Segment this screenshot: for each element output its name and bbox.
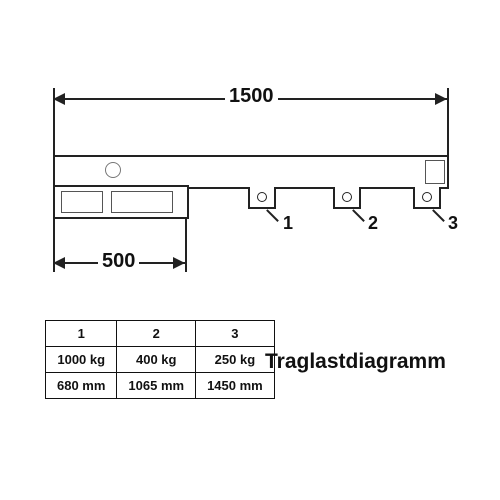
- dim-label-total: 1500: [225, 85, 278, 108]
- dim-arrow-total-right: [435, 93, 447, 105]
- pivot-circle: [105, 162, 121, 178]
- mount-hole: [342, 192, 352, 202]
- mount-3: [413, 187, 441, 209]
- dim-label-span: 500: [98, 250, 139, 273]
- table-header: 2: [117, 321, 196, 347]
- table-cell: 1065 mm: [117, 373, 196, 399]
- boom-base: [53, 185, 189, 219]
- leader-3: [432, 209, 444, 221]
- point-label-3: 3: [448, 213, 458, 234]
- table-cell: 680 mm: [46, 373, 117, 399]
- point-label-1: 1: [283, 213, 293, 234]
- load-table: 1 2 3 1000 kg 400 kg 250 kg 680 mm 1065 …: [45, 320, 275, 399]
- dim-arrow-total-left: [53, 93, 65, 105]
- table-cell: 400 kg: [117, 347, 196, 373]
- diagram-title: Traglastdiagramm: [265, 350, 446, 374]
- leader-2: [352, 209, 364, 221]
- base-inner-2: [111, 191, 173, 213]
- table-cell: 1000 kg: [46, 347, 117, 373]
- table-header: 3: [196, 321, 275, 347]
- dim-arrow-span-left: [53, 257, 65, 269]
- mount-hole: [257, 192, 267, 202]
- leader-1: [266, 209, 278, 221]
- table-cell: 1450 mm: [196, 373, 275, 399]
- mount-1: [248, 187, 276, 209]
- table-row: 1000 kg 400 kg 250 kg: [46, 347, 275, 373]
- table-cell: 250 kg: [196, 347, 275, 373]
- technical-drawing: 1500 1 2 3 500 1 2 3 1000 kg 400 kg 250 …: [0, 0, 500, 500]
- ext-line-span-right: [185, 217, 187, 272]
- dim-arrow-span-right: [173, 257, 185, 269]
- table-header: 1: [46, 321, 117, 347]
- mount-hole: [422, 192, 432, 202]
- table-row: 680 mm 1065 mm 1450 mm: [46, 373, 275, 399]
- base-inner-1: [61, 191, 103, 213]
- table-row: 1 2 3: [46, 321, 275, 347]
- point-label-2: 2: [368, 213, 378, 234]
- boom-end-detail: [425, 160, 445, 184]
- mount-2: [333, 187, 361, 209]
